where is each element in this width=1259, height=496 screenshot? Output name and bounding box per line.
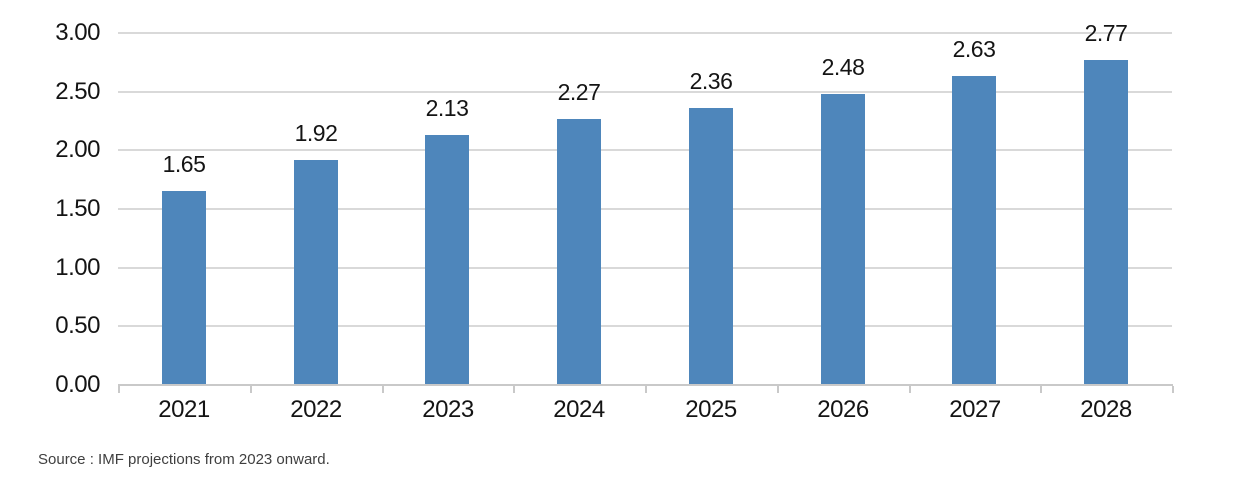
source-note: Source : IMF projections from 2023 onwar…: [38, 451, 330, 468]
bar: [821, 94, 865, 384]
bar-value-label: 1.65: [162, 151, 206, 177]
x-axis-label: 2027: [949, 396, 1001, 423]
bar-value-label: 2.13: [425, 95, 469, 121]
x-axis-tick: [777, 386, 779, 393]
x-axis-tick: [1172, 386, 1174, 393]
x-axis-tick: [250, 386, 252, 393]
gridline: [118, 266, 1172, 269]
x-axis-label: 2023: [422, 396, 474, 423]
y-axis-label: 3.00: [55, 19, 100, 46]
bar: [1084, 60, 1128, 384]
bar: [557, 119, 601, 384]
gridline: [118, 208, 1172, 210]
x-axis-label: 2022: [290, 396, 342, 423]
bar: [162, 191, 206, 384]
bar: [425, 135, 469, 384]
x-axis-label: 2028: [1080, 396, 1132, 423]
bar-value-label: 2.36: [689, 68, 733, 94]
x-axis-tick: [645, 386, 647, 393]
gridline: [118, 32, 1172, 34]
bar: [294, 160, 338, 384]
bar-value-label: 2.77: [1084, 20, 1128, 46]
x-axis-line: [118, 384, 1173, 386]
x-axis-tick: [909, 386, 911, 393]
x-axis-tick: [118, 386, 120, 393]
gridline: [118, 325, 1172, 328]
gridline: [118, 90, 1172, 93]
y-axis-label: 0.00: [55, 371, 100, 398]
x-axis-label: 2026: [817, 396, 869, 423]
x-axis-label: 2025: [685, 396, 737, 423]
y-axis-label: 1.00: [55, 253, 100, 281]
bar: [952, 76, 996, 384]
bar: [689, 108, 733, 384]
bar-value-label: 2.63: [952, 36, 996, 62]
x-axis-tick: [1040, 386, 1042, 393]
x-axis-label: 2021: [158, 396, 210, 423]
bar-value-label: 1.92: [294, 120, 338, 146]
y-axis-label: 0.50: [55, 312, 100, 340]
bar-value-label: 2.27: [557, 79, 601, 105]
x-axis-label: 2024: [553, 396, 605, 423]
plot-area: 1.65 1.92 2.13 2.27 2.36 2.48 2.63 2.77: [118, 20, 1172, 385]
y-axis-label: 2.50: [55, 77, 100, 105]
x-axis-tick: [382, 386, 384, 393]
gridline: [118, 149, 1172, 152]
bar-value-label: 2.48: [821, 54, 865, 80]
y-axis-label: 1.50: [55, 195, 100, 222]
x-axis-tick: [513, 386, 515, 393]
y-axis-label: 2.00: [55, 136, 100, 164]
